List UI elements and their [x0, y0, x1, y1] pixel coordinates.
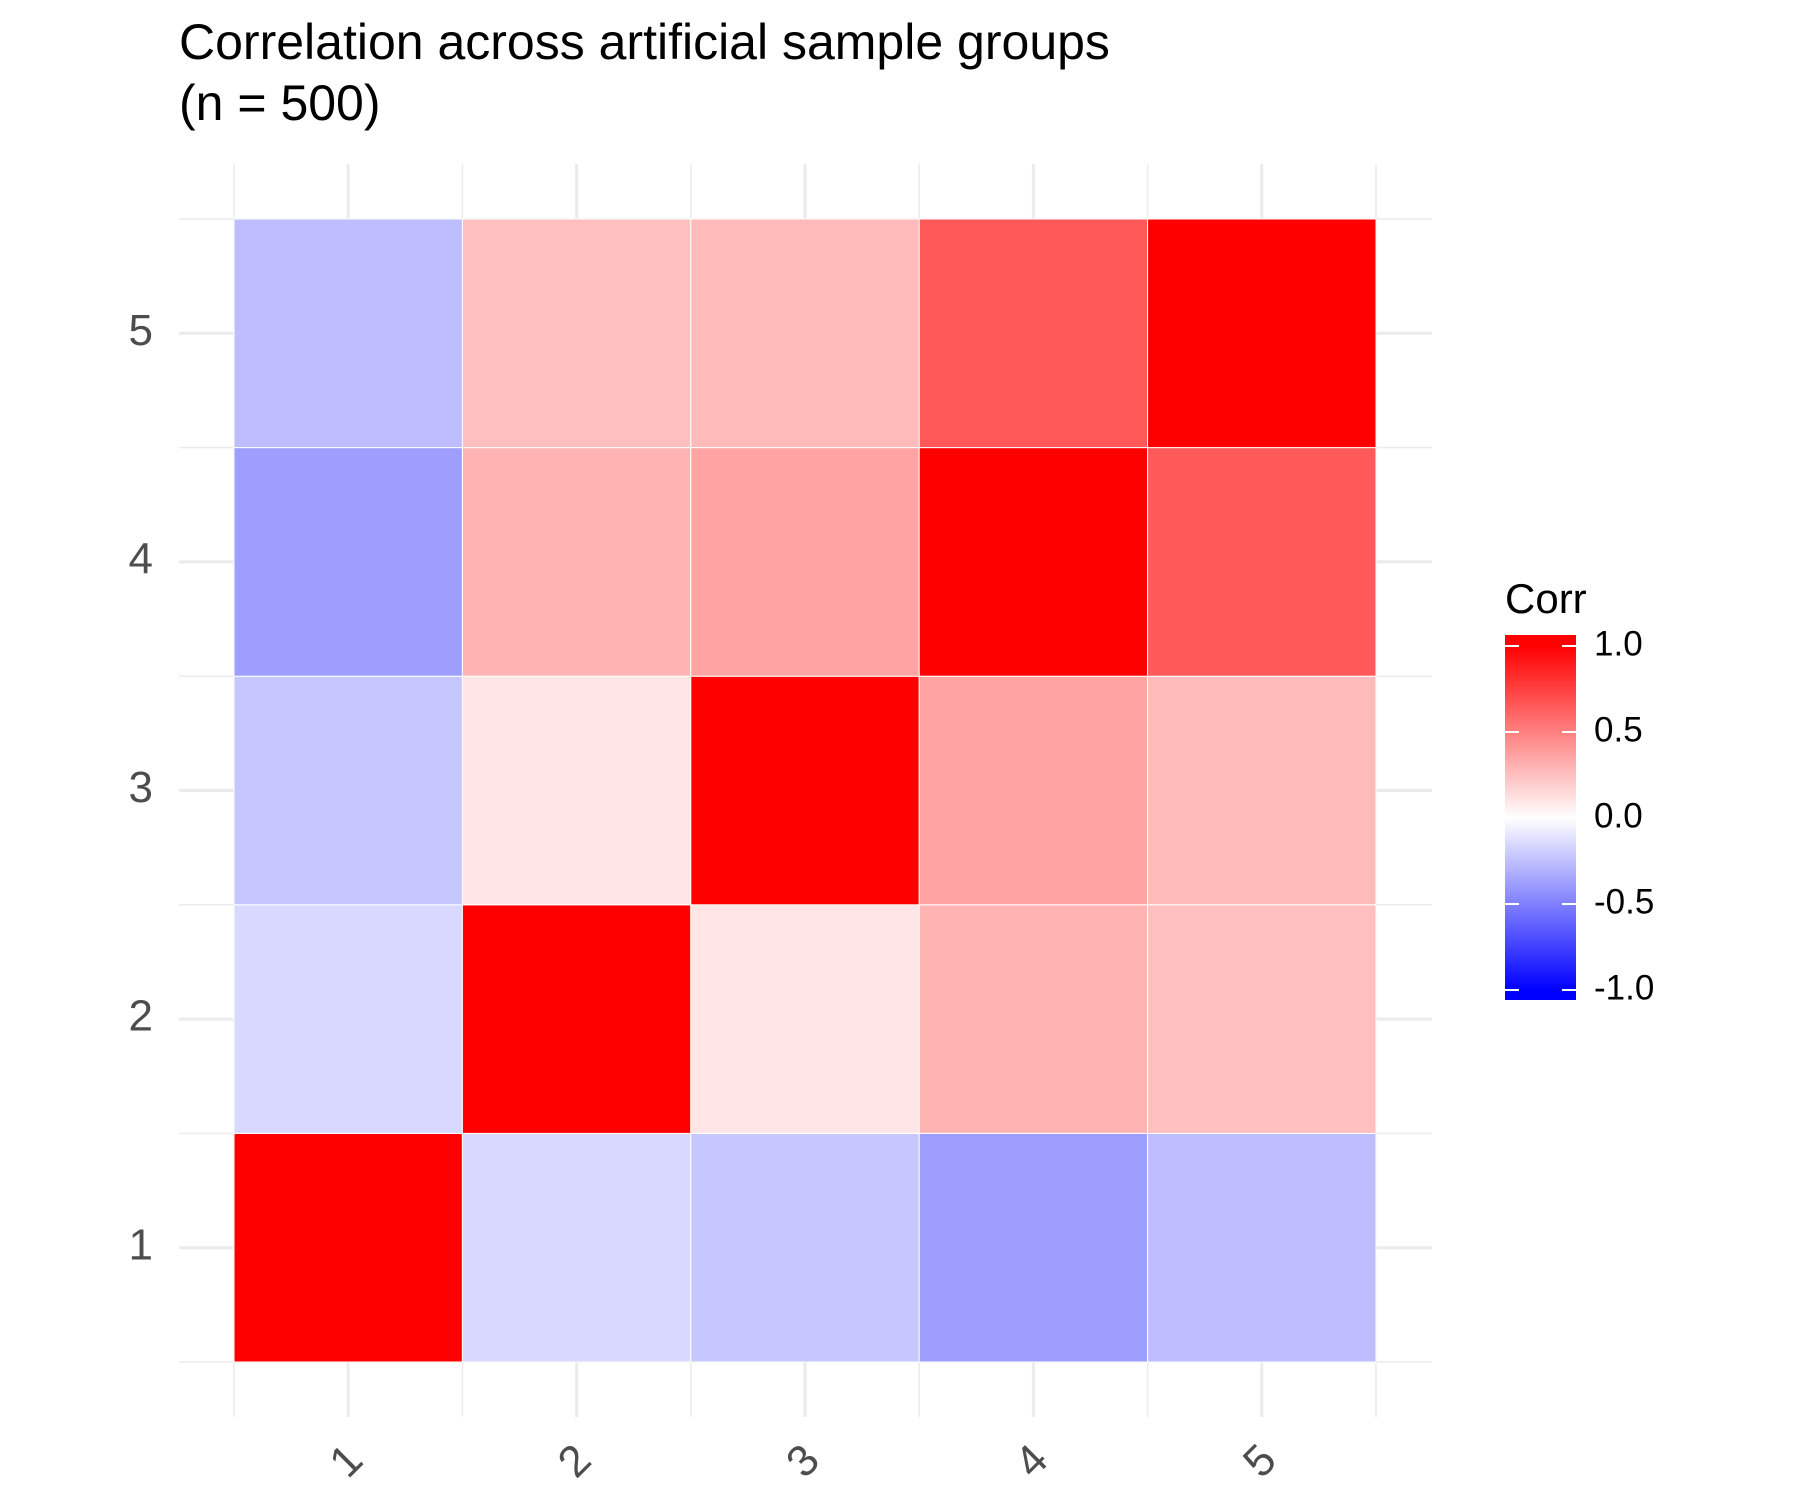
heatmap-cell — [461, 904, 692, 1134]
x-tick-label: 5 — [1234, 1435, 1286, 1487]
chart-title: Correlation across artificial sample gro… — [179, 14, 1110, 70]
heatmap-cell — [1147, 447, 1377, 677]
chart-subtitle: (n = 500) — [179, 75, 381, 131]
heatmap-cell — [461, 1132, 692, 1363]
heatmap-cell — [690, 447, 920, 677]
heatmap-cell — [1147, 218, 1377, 449]
heatmap-cell — [918, 447, 1149, 677]
heatmap-cell — [233, 675, 463, 906]
legend-tick-label: 0.0 — [1594, 796, 1643, 835]
heatmap-cell — [233, 904, 463, 1134]
y-tick-label: 2 — [129, 992, 153, 1041]
heatmap-cell — [918, 904, 1149, 1134]
heatmap-cell — [918, 1132, 1149, 1363]
legend-tick-label: -1.0 — [1594, 968, 1654, 1007]
heatmap-cell — [690, 675, 920, 906]
heatmap-cell — [461, 447, 692, 677]
x-tick-label: 3 — [777, 1435, 829, 1487]
legend-tick-label: 1.0 — [1594, 624, 1643, 663]
y-tick-label: 1 — [129, 1220, 153, 1269]
heatmap-cell — [461, 675, 692, 906]
x-tick-label: 4 — [1005, 1435, 1057, 1487]
y-tick-label: 3 — [129, 763, 153, 812]
heatmap-cell — [690, 218, 920, 449]
heatmap-cell — [918, 675, 1149, 906]
x-tick-label: 1 — [320, 1435, 372, 1487]
legend-title: Corr — [1505, 575, 1587, 622]
heatmap-cell — [918, 218, 1149, 449]
heatmap-cell — [1147, 675, 1377, 906]
heatmap-cell — [1147, 1132, 1377, 1363]
legend-tick-label: -0.5 — [1594, 882, 1654, 921]
heatmap-cell — [1147, 904, 1377, 1134]
heatmap-cell — [690, 1132, 920, 1363]
x-tick-label: 2 — [549, 1435, 601, 1487]
heatmap-cell — [233, 218, 463, 449]
legend-tick-label: 0.5 — [1594, 710, 1643, 749]
heatmap-cell — [461, 218, 692, 449]
y-tick-label: 5 — [129, 306, 153, 355]
heatmap-cell — [233, 1132, 463, 1363]
heatmap-cell — [690, 904, 920, 1134]
y-tick-label: 4 — [129, 535, 153, 584]
heatmap-cell — [233, 447, 463, 677]
